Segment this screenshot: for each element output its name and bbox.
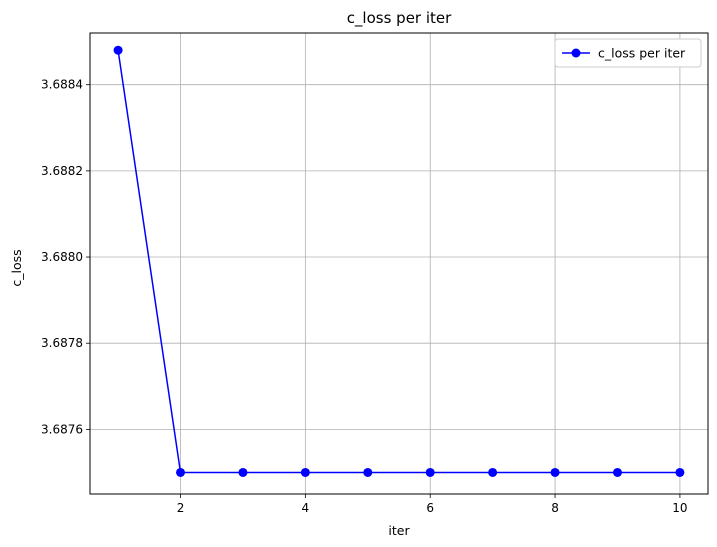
data-point <box>550 467 560 477</box>
y-tick-label: 3.6880 <box>41 250 83 264</box>
data-point <box>363 467 373 477</box>
y-tick-label: 3.6882 <box>41 164 83 178</box>
plot-area <box>113 45 685 477</box>
y-axis-label: c_loss <box>9 249 24 286</box>
legend-marker <box>571 48 581 58</box>
x-tick-label: 6 <box>426 501 434 515</box>
x-axis: 2 4 6 8 10 <box>177 494 688 515</box>
data-point <box>488 467 498 477</box>
grid <box>90 33 708 494</box>
series-line <box>117 50 680 474</box>
data-point <box>300 467 310 477</box>
data-point <box>675 467 685 477</box>
data-point <box>425 467 435 477</box>
x-tick-label: 10 <box>672 501 687 515</box>
x-axis-label: iter <box>388 523 410 538</box>
data-point <box>238 467 248 477</box>
y-tick-label: 3.6876 <box>41 422 83 436</box>
data-point <box>176 467 186 477</box>
legend-box <box>554 38 702 68</box>
legend: c_loss per iter <box>554 38 702 68</box>
y-axis: 3.6876 3.6878 3.6880 3.6882 3.6884 <box>41 78 90 436</box>
data-point <box>113 45 123 55</box>
data-point <box>612 467 622 477</box>
x-tick-label: 4 <box>302 501 310 515</box>
plot-frame <box>89 32 709 495</box>
legend-label: c_loss per iter <box>598 46 686 61</box>
y-tick-label: 3.6878 <box>41 336 83 350</box>
y-tick-label: 3.6884 <box>41 78 83 92</box>
x-tick-label: 2 <box>177 501 185 515</box>
chart-title: c_loss per iter <box>347 9 452 28</box>
x-tick-label: 8 <box>551 501 559 515</box>
